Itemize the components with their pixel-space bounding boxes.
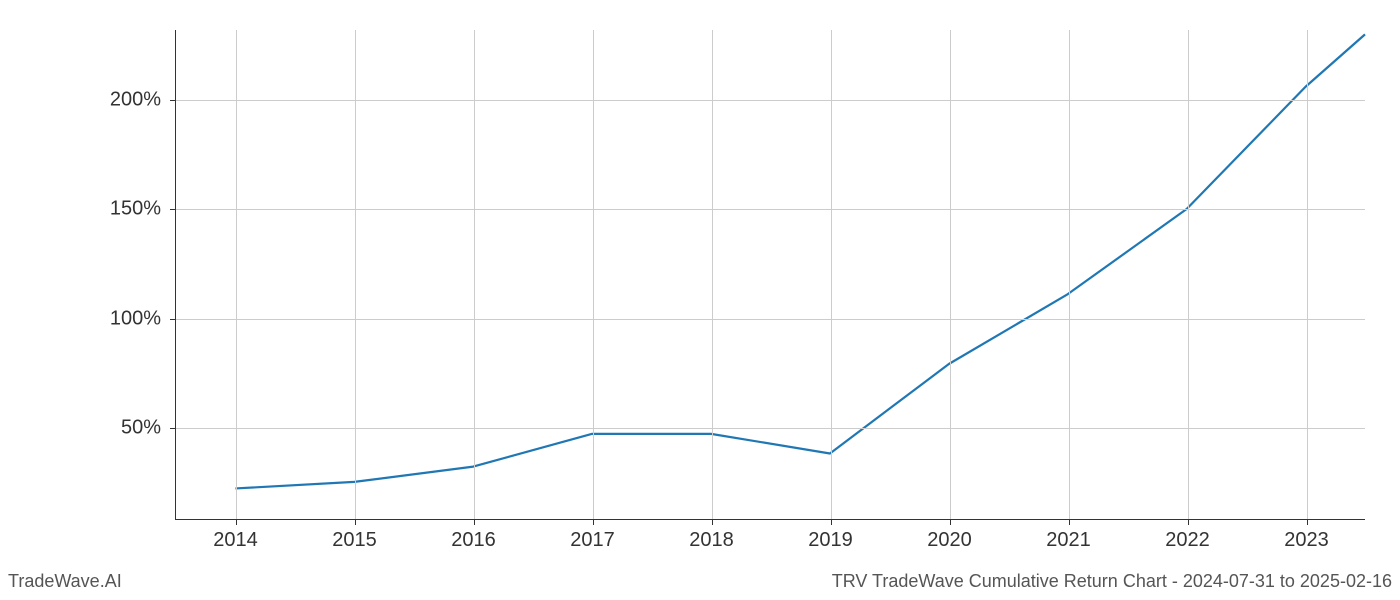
- footer-caption: TRV TradeWave Cumulative Return Chart - …: [832, 571, 1392, 592]
- x-tick-mark: [1188, 519, 1189, 525]
- x-tick-mark: [355, 519, 356, 525]
- grid-line-horizontal: [176, 428, 1365, 429]
- grid-line-horizontal: [176, 319, 1365, 320]
- y-tick-label: 200%: [110, 89, 161, 112]
- x-tick-label: 2019: [808, 529, 853, 552]
- x-tick-mark: [236, 519, 237, 525]
- x-tick-mark: [593, 519, 594, 525]
- footer-brand: TradeWave.AI: [8, 571, 122, 592]
- x-tick-label: 2014: [213, 529, 258, 552]
- x-tick-mark: [474, 519, 475, 525]
- x-tick-label: 2016: [451, 529, 496, 552]
- x-tick-mark: [712, 519, 713, 525]
- y-tick-mark: [170, 319, 176, 320]
- x-tick-label: 2022: [1165, 529, 1210, 552]
- grid-line-vertical: [355, 30, 356, 519]
- y-tick-label: 50%: [121, 417, 161, 440]
- grid-line-horizontal: [176, 100, 1365, 101]
- grid-line-horizontal: [176, 209, 1365, 210]
- y-tick-mark: [170, 428, 176, 429]
- grid-line-vertical: [1307, 30, 1308, 519]
- x-tick-mark: [950, 519, 951, 525]
- grid-line-vertical: [1069, 30, 1070, 519]
- x-tick-label: 2018: [689, 529, 734, 552]
- x-tick-label: 2023: [1284, 529, 1329, 552]
- y-tick-label: 100%: [110, 307, 161, 330]
- data-line: [235, 34, 1365, 488]
- y-tick-mark: [170, 209, 176, 210]
- grid-line-vertical: [593, 30, 594, 519]
- x-tick-mark: [831, 519, 832, 525]
- grid-line-vertical: [831, 30, 832, 519]
- x-tick-label: 2020: [927, 529, 972, 552]
- x-tick-mark: [1069, 519, 1070, 525]
- x-tick-mark: [1307, 519, 1308, 525]
- x-tick-label: 2015: [332, 529, 377, 552]
- y-tick-mark: [170, 100, 176, 101]
- grid-line-vertical: [712, 30, 713, 519]
- chart-container: 2014201520162017201820192020202120222023…: [175, 30, 1365, 520]
- y-tick-label: 150%: [110, 198, 161, 221]
- grid-line-vertical: [1188, 30, 1189, 519]
- grid-line-vertical: [950, 30, 951, 519]
- plot-area: 2014201520162017201820192020202120222023…: [175, 30, 1365, 520]
- x-tick-label: 2017: [570, 529, 615, 552]
- x-tick-label: 2021: [1046, 529, 1091, 552]
- grid-line-vertical: [474, 30, 475, 519]
- grid-line-vertical: [236, 30, 237, 519]
